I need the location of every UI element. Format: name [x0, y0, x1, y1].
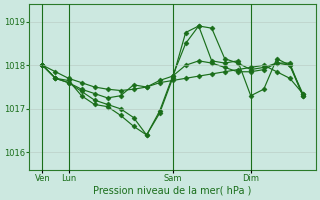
X-axis label: Pression niveau de la mer( hPa ): Pression niveau de la mer( hPa ) [93, 186, 252, 196]
